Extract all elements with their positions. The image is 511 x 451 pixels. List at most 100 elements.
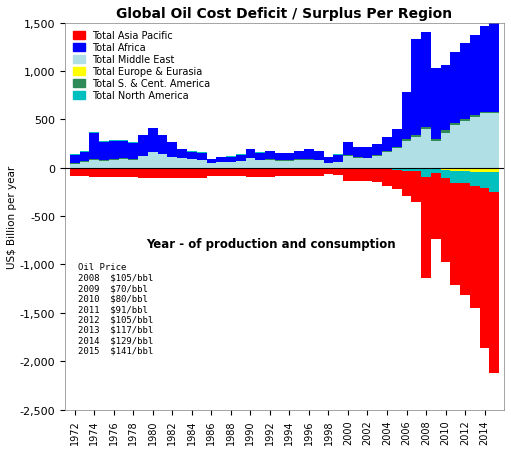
Bar: [411, 138, 421, 168]
Bar: [480, 168, 490, 173]
Bar: [323, 164, 333, 168]
Bar: [216, 163, 226, 168]
Bar: [168, 158, 177, 168]
Bar: [392, 169, 402, 170]
Bar: [275, 161, 285, 168]
Bar: [460, 122, 470, 168]
Bar: [402, 169, 411, 171]
Bar: [460, 172, 470, 183]
Bar: [490, 0, 499, 113]
Bar: [314, 169, 323, 177]
Bar: [158, 169, 168, 179]
Bar: [314, 161, 323, 168]
Bar: [80, 169, 89, 176]
Bar: [285, 169, 294, 177]
Bar: [119, 159, 128, 160]
Bar: [490, 193, 499, 373]
Bar: [363, 169, 373, 181]
Y-axis label: US$ Billion per year: US$ Billion per year: [7, 165, 17, 268]
Bar: [373, 169, 382, 183]
Bar: [382, 169, 392, 170]
Bar: [470, 168, 480, 172]
Bar: [265, 169, 275, 177]
Bar: [197, 161, 206, 168]
Bar: [70, 155, 80, 164]
Bar: [109, 141, 119, 142]
Bar: [294, 169, 304, 177]
Bar: [226, 162, 236, 163]
Bar: [314, 152, 323, 161]
Bar: [138, 136, 148, 156]
Bar: [265, 160, 275, 161]
Bar: [392, 168, 402, 169]
Bar: [480, 28, 490, 112]
Bar: [294, 160, 304, 161]
Bar: [353, 158, 363, 159]
Bar: [333, 169, 343, 176]
Bar: [109, 142, 119, 160]
Bar: [343, 156, 353, 168]
Bar: [431, 69, 440, 140]
Bar: [480, 114, 490, 168]
Bar: [138, 169, 148, 178]
Bar: [226, 169, 236, 176]
Bar: [460, 120, 470, 122]
Bar: [450, 183, 460, 285]
Bar: [402, 171, 411, 196]
Bar: [440, 179, 450, 262]
Bar: [343, 143, 353, 156]
Bar: [168, 157, 177, 158]
Bar: [119, 169, 128, 178]
Bar: [168, 143, 177, 157]
Bar: [304, 161, 314, 168]
Bar: [99, 161, 109, 168]
Bar: [158, 155, 168, 168]
Bar: [285, 161, 294, 168]
Bar: [226, 157, 236, 162]
Bar: [80, 162, 89, 168]
Bar: [411, 169, 421, 171]
Bar: [226, 163, 236, 168]
Bar: [333, 155, 343, 162]
Bar: [440, 133, 450, 168]
Bar: [128, 143, 138, 144]
Bar: [236, 155, 246, 161]
Bar: [450, 172, 460, 183]
Bar: [148, 153, 158, 168]
Text: Year - of production and consumption: Year - of production and consumption: [147, 238, 396, 250]
Bar: [304, 169, 314, 177]
Bar: [89, 161, 99, 168]
Bar: [431, 168, 440, 170]
Bar: [187, 169, 197, 178]
Bar: [70, 165, 80, 168]
Bar: [148, 152, 158, 153]
Bar: [70, 154, 80, 155]
Bar: [392, 148, 402, 149]
Bar: [109, 169, 119, 178]
Bar: [148, 129, 158, 152]
Bar: [490, 168, 499, 173]
Bar: [402, 168, 411, 169]
Bar: [460, 44, 470, 120]
Bar: [109, 161, 119, 168]
Bar: [119, 141, 128, 142]
Bar: [490, 173, 499, 193]
Bar: [353, 147, 363, 158]
Bar: [353, 169, 363, 181]
Bar: [460, 183, 470, 295]
Bar: [128, 144, 138, 160]
Bar: [256, 161, 265, 168]
Bar: [246, 150, 256, 159]
Bar: [265, 152, 275, 160]
Bar: [421, 127, 431, 129]
Bar: [421, 129, 431, 168]
Bar: [450, 126, 460, 168]
Bar: [138, 156, 148, 168]
Bar: [470, 118, 480, 168]
Bar: [148, 169, 158, 179]
Bar: [99, 143, 109, 161]
Bar: [285, 154, 294, 161]
Bar: [206, 164, 216, 168]
Bar: [99, 142, 109, 143]
Bar: [177, 169, 187, 179]
